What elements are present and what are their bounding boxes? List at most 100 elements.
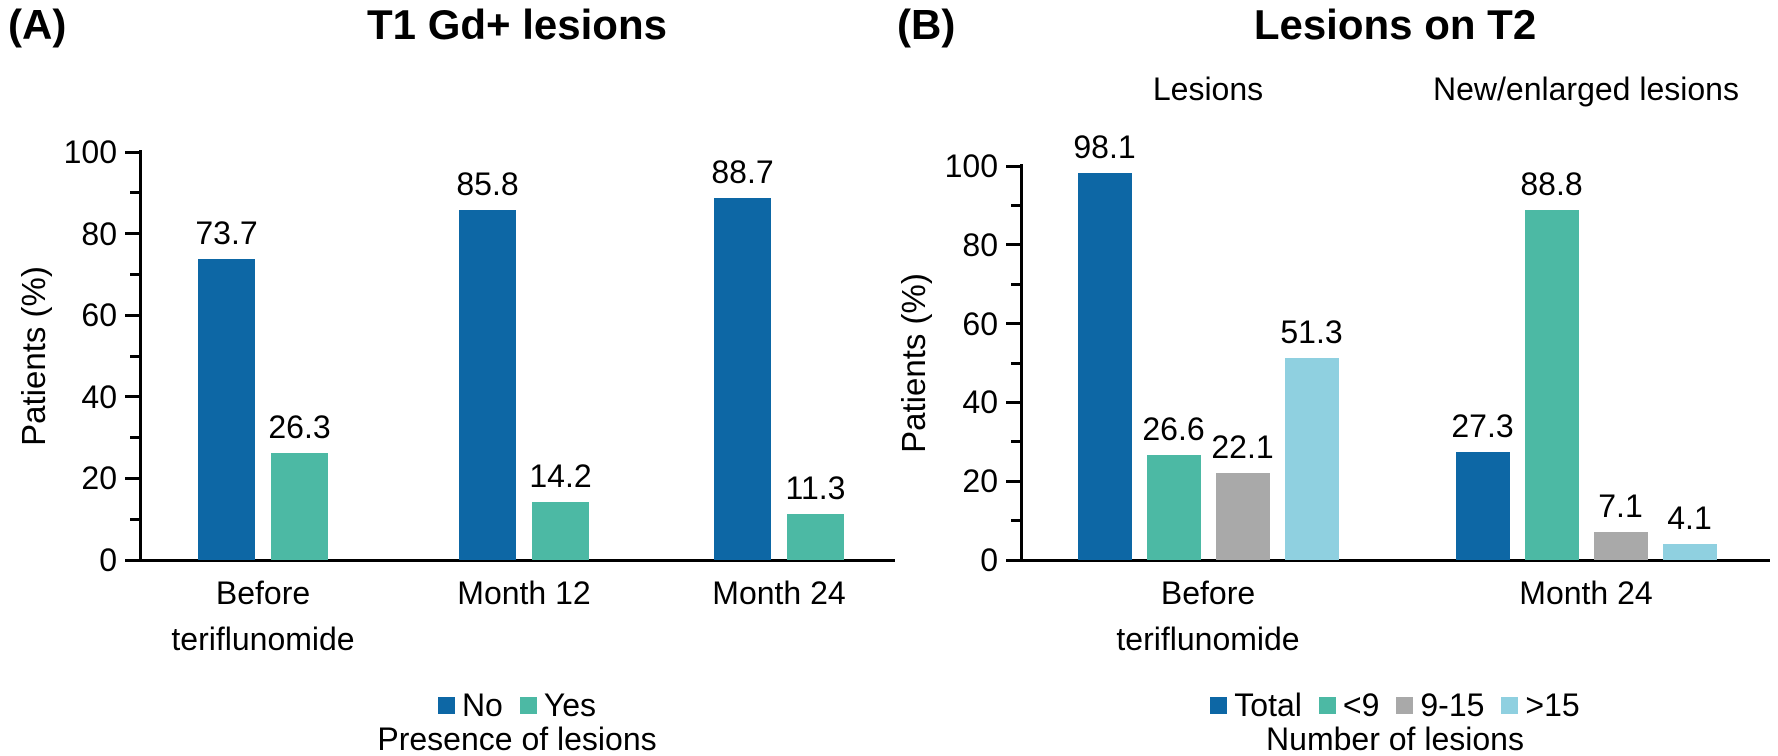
y-axis-minor-tick (1011, 440, 1020, 444)
chart-title: Lesions on T2 (1253, 1, 1537, 48)
panel-letter: (B) (897, 1, 956, 48)
legend-item: No (437, 686, 503, 724)
y-axis-major-tick (1006, 243, 1020, 247)
bar-value-label: 88.8 (1520, 166, 1583, 203)
legend-item: >15 (1501, 686, 1580, 724)
y-axis-tick-label: 0 (980, 542, 998, 578)
legend-item: Total (1210, 686, 1302, 724)
y-axis-line (1020, 164, 1023, 562)
bar (1284, 357, 1339, 560)
x-category-label: Month 24 (712, 575, 846, 611)
y-axis-major-tick (125, 150, 139, 154)
bar-value-label: 88.7 (711, 154, 774, 191)
bar (271, 452, 328, 560)
x-axis-title: Presence of lesions (377, 721, 657, 756)
y-axis-tick-label: 80 (962, 226, 998, 263)
y-axis-minor-tick (1011, 203, 1020, 207)
bar-value-label: 22.1 (1211, 428, 1274, 465)
chart-title: T1 Gd+ lesions (367, 1, 667, 48)
bar (1524, 210, 1579, 560)
bar (1215, 472, 1270, 560)
y-axis-tick-label: 100 (63, 134, 117, 170)
bar-value-label: 14.2 (529, 458, 592, 495)
legend-swatch (519, 696, 537, 714)
legend-swatch (1396, 696, 1414, 714)
y-axis-major-tick (1006, 400, 1020, 404)
bar (1455, 452, 1510, 560)
x-axis-line (139, 559, 895, 562)
bar-value-label: 98.1 (1073, 129, 1136, 166)
y-axis-tick-label: 40 (962, 384, 998, 421)
y-axis-minor-tick (130, 436, 139, 440)
legend-label: Total (1234, 687, 1302, 723)
y-axis-minor-tick (1011, 282, 1020, 286)
bar (714, 198, 771, 560)
panel-letter: (A) (8, 1, 67, 48)
bar-value-label: 27.3 (1451, 408, 1514, 445)
bar (532, 502, 589, 560)
legend-swatch (1210, 696, 1228, 714)
legend-item: Yes (519, 686, 597, 724)
y-axis-minor-tick (130, 272, 139, 276)
legend-swatch (437, 696, 455, 714)
y-axis-major-tick (125, 232, 139, 236)
legend-item: <9 (1318, 686, 1380, 724)
bar-value-label: 73.7 (195, 215, 258, 252)
bar-value-label: 7.1 (1598, 488, 1643, 525)
y-axis-tick-label: 40 (81, 378, 117, 415)
legend-label: <9 (1342, 687, 1380, 723)
y-axis-minor-tick (130, 517, 139, 521)
bar (1077, 173, 1132, 560)
y-axis-major-tick (1006, 322, 1020, 326)
legend-swatch (1501, 696, 1519, 714)
bar (787, 513, 844, 560)
bar-value-label: 26.3 (268, 408, 331, 445)
legend-label: 9-15 (1420, 687, 1485, 723)
y-axis-tick-label: 100 (944, 148, 998, 184)
y-axis-minor-tick (130, 354, 139, 358)
legend: Total <9 9-15 >15 (1020, 686, 1770, 724)
x-category-label: Month 24 (1519, 575, 1653, 611)
y-axis-major-tick (125, 395, 139, 399)
y-axis-title: Patients (%) (895, 273, 932, 453)
y-axis-minor-tick (1011, 519, 1020, 523)
y-axis-tick-label: 20 (81, 460, 117, 497)
column-header: New/enlarged lesions (1433, 71, 1739, 107)
y-axis-major-tick (125, 476, 139, 480)
x-category-label: Before teriflunomide (1116, 575, 1300, 657)
column-header: Lesions (1152, 71, 1264, 107)
bar (1146, 455, 1201, 560)
legend: No Yes (139, 686, 895, 724)
bar (1593, 532, 1648, 560)
legend-label: No (461, 687, 503, 723)
y-axis-major-tick (1006, 164, 1020, 168)
legend-item: 9-15 (1396, 686, 1484, 724)
bar-value-label: 85.8 (456, 165, 519, 202)
legend-swatch (1318, 696, 1336, 714)
y-axis-minor-tick (1011, 361, 1020, 365)
y-axis-tick-label: 60 (81, 297, 117, 334)
bar-value-label: 11.3 (785, 469, 846, 506)
y-axis-minor-tick (130, 191, 139, 195)
bar-value-label: 26.6 (1142, 411, 1205, 448)
bar-value-label: 51.3 (1280, 313, 1343, 350)
bar (198, 259, 255, 560)
y-axis-major-tick (1006, 558, 1020, 562)
y-axis-tick-label: 20 (962, 463, 998, 500)
y-axis-tick-label: 80 (81, 215, 117, 252)
x-category-label: Month 12 (457, 575, 591, 611)
y-axis-tick-label: 0 (99, 542, 117, 578)
y-axis-major-tick (125, 558, 139, 562)
x-axis-line (1020, 559, 1770, 562)
bar (1662, 543, 1717, 560)
y-axis-tick-label: 60 (962, 305, 998, 342)
legend-label: Yes (543, 687, 597, 723)
x-axis-title: Number of lesions (1266, 721, 1524, 756)
x-category-label: Before teriflunomide (171, 575, 355, 657)
y-axis-major-tick (125, 313, 139, 317)
y-axis-line (139, 150, 142, 562)
bar-value-label: 4.1 (1667, 499, 1712, 536)
